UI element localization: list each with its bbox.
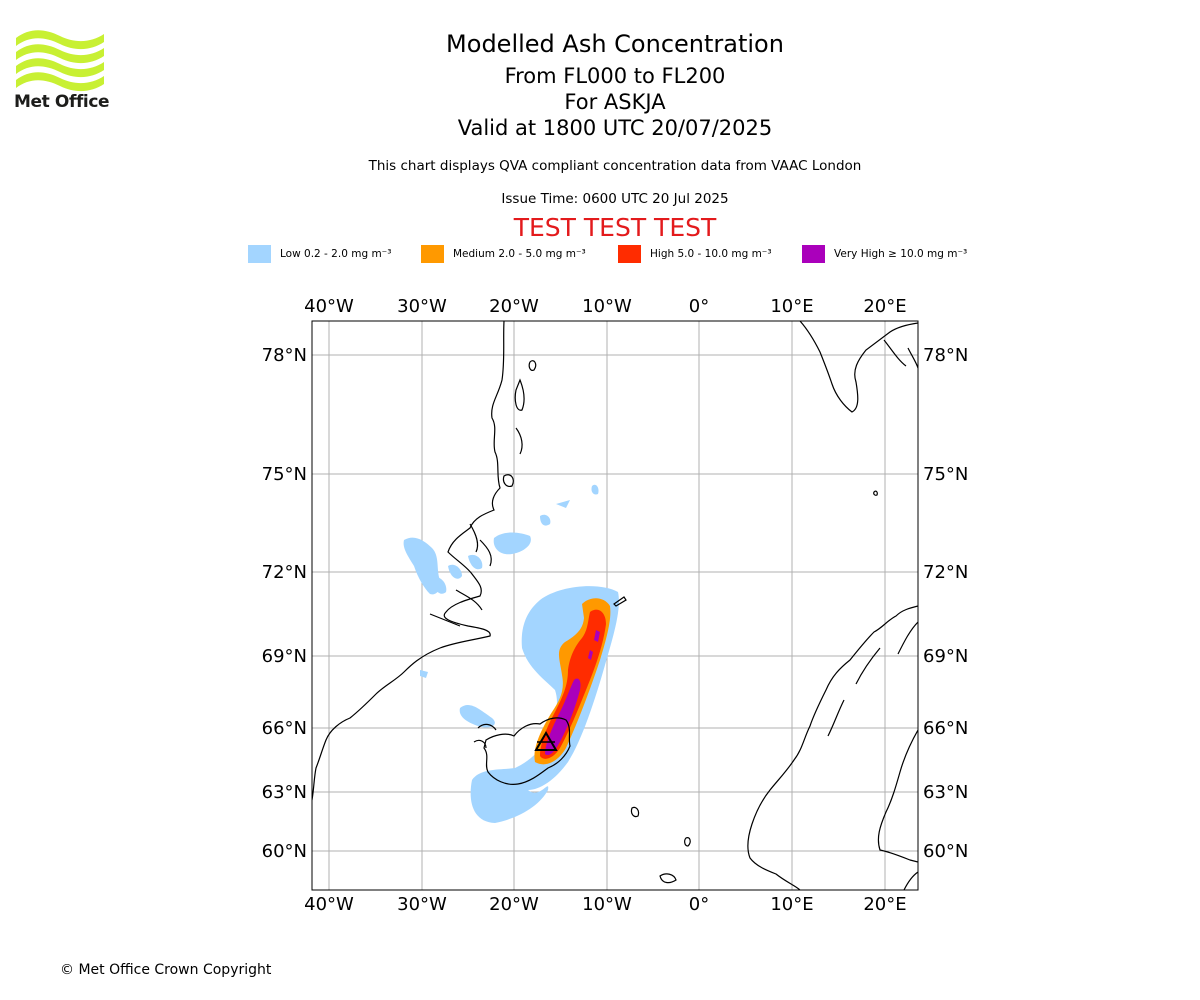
lon-tick-label: 30°W xyxy=(397,894,447,915)
lat-tick-label: 69°N xyxy=(262,646,307,667)
legend-item-medium: Medium 2.0 - 5.0 mg m⁻³ xyxy=(421,244,586,264)
legend-swatch-low xyxy=(248,245,271,263)
issue-time: Issue Time: 0600 UTC 20 Jul 2025 xyxy=(501,191,729,207)
lon-tick-label: 10°E xyxy=(770,296,813,317)
lon-tick-label: 30°W xyxy=(397,296,447,317)
lat-tick-label: 63°N xyxy=(923,782,968,803)
coastlines xyxy=(312,321,918,890)
lon-tick-label: 40°W xyxy=(304,296,354,317)
lon-ticks-top: 40°W 30°W 20°W 10°W 0° 10°E 20°E xyxy=(304,296,906,317)
lon-tick-label: 10°W xyxy=(582,296,632,317)
legend-item-high: High 5.0 - 10.0 mg m⁻³ xyxy=(618,244,772,264)
legend-label-medium: Medium 2.0 - 5.0 mg m⁻³ xyxy=(453,248,586,260)
lat-tick-label: 75°N xyxy=(262,464,307,485)
flight-level-range: From FL000 to FL200 xyxy=(504,64,726,88)
copyright-notice: © Met Office Crown Copyright xyxy=(60,962,272,978)
lat-tick-label: 66°N xyxy=(262,718,307,739)
met-office-logo-icon xyxy=(16,30,104,92)
lat-tick-label: 63°N xyxy=(262,782,307,803)
lat-tick-label: 78°N xyxy=(923,345,968,366)
lat-tick-label: 75°N xyxy=(923,464,968,485)
lon-tick-label: 20°E xyxy=(863,894,906,915)
lat-ticks-right: 78°N 75°N 72°N 69°N 66°N 63°N 60°N xyxy=(923,345,968,862)
lon-tick-label: 40°W xyxy=(304,894,354,915)
chart-title: Modelled Ash Concentration xyxy=(446,30,784,58)
lat-ticks-left: 78°N 75°N 72°N 69°N 66°N 63°N 60°N xyxy=(262,345,307,862)
legend-label-high: High 5.0 - 10.0 mg m⁻³ xyxy=(650,248,772,260)
lon-ticks-bottom: 40°W 30°W 20°W 10°W 0° 10°E 20°E xyxy=(304,894,906,915)
lat-tick-label: 72°N xyxy=(262,562,307,583)
test-banner: TEST TEST TEST xyxy=(513,213,717,242)
legend-item-very-high: Very High ≥ 10.0 mg m⁻³ xyxy=(802,244,967,264)
valid-time: Valid at 1800 UTC 20/07/2025 xyxy=(457,116,773,140)
volcano-name: For ASKJA xyxy=(564,90,666,114)
legend-item-low: Low 0.2 - 2.0 mg m⁻³ xyxy=(248,244,391,264)
lon-tick-label: 0° xyxy=(689,894,709,915)
lat-tick-label: 66°N xyxy=(923,718,968,739)
legend-label-very-high: Very High ≥ 10.0 mg m⁻³ xyxy=(834,248,968,260)
map-frame xyxy=(311,320,919,891)
ash-very-high-area xyxy=(545,630,600,756)
legend-swatch-medium xyxy=(421,245,444,263)
legend-swatch-very-high xyxy=(802,245,825,263)
lon-tick-label: 10°W xyxy=(582,894,632,915)
lon-tick-label: 20°W xyxy=(489,894,539,915)
legend-label-low: Low 0.2 - 2.0 mg m⁻³ xyxy=(280,248,392,260)
lon-tick-label: 0° xyxy=(689,296,709,317)
legend-swatch-high xyxy=(618,245,641,263)
lat-tick-label: 60°N xyxy=(262,841,307,862)
lat-tick-label: 69°N xyxy=(923,646,968,667)
lat-tick-label: 78°N xyxy=(262,345,307,366)
logo-text: Met Office xyxy=(14,92,110,112)
volcano-marker-icon xyxy=(534,731,558,751)
lon-tick-label: 20°W xyxy=(489,296,539,317)
lon-tick-label: 20°E xyxy=(863,296,906,317)
lat-tick-label: 60°N xyxy=(923,841,968,862)
qva-note: This chart displays QVA compliant concen… xyxy=(368,158,862,174)
lat-tick-label: 72°N xyxy=(923,562,968,583)
lon-tick-label: 10°E xyxy=(770,894,813,915)
